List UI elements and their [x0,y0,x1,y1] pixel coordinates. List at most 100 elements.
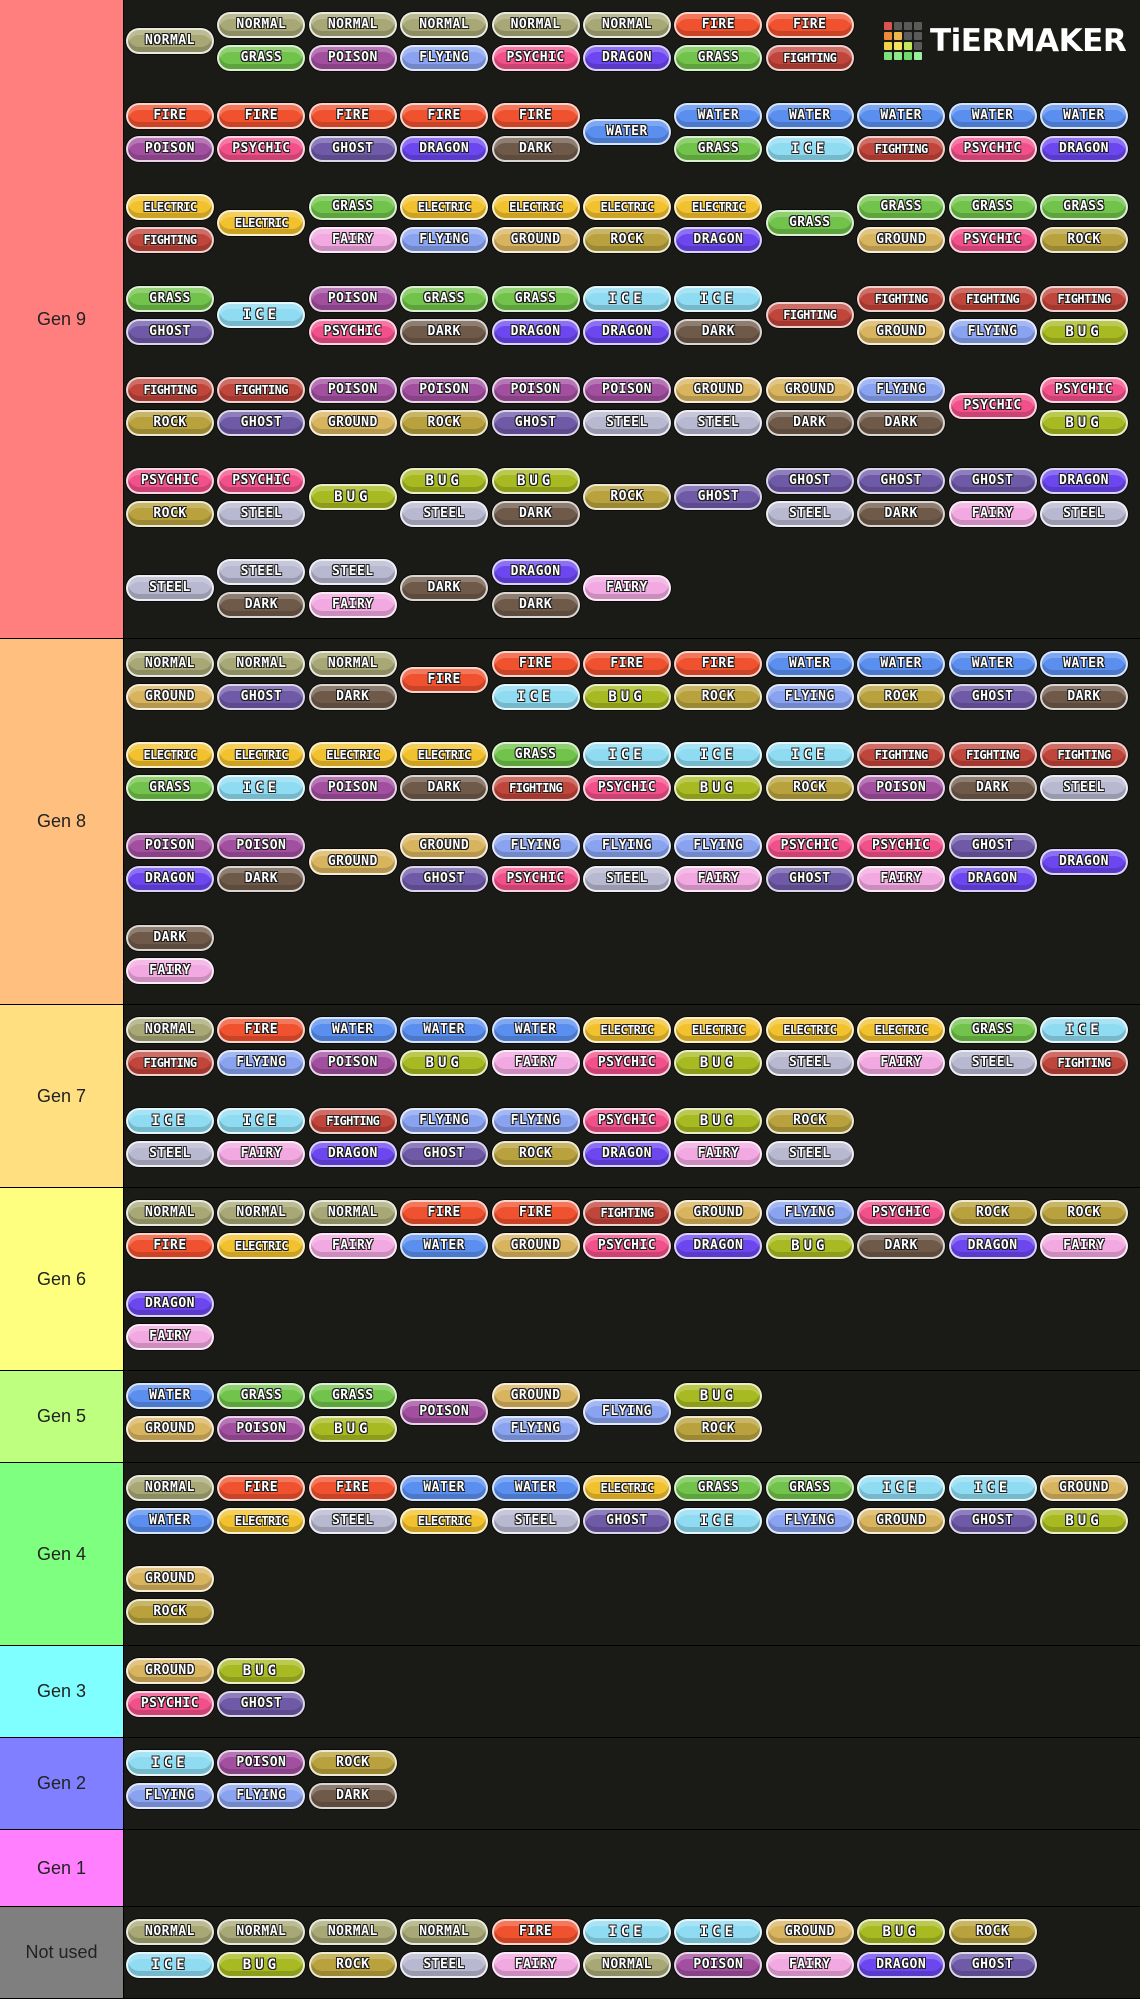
type-combo-card[interactable]: FAIRY [583,547,673,638]
tier-label[interactable]: Gen 6 [0,1188,124,1370]
type-combo-card[interactable]: PSYCHIC ROCK [126,456,216,547]
type-combo-card[interactable]: GRASS ROCK [1040,182,1130,273]
type-combo-card[interactable]: WATER GRASS [674,91,764,182]
type-combo-card[interactable]: NORMAL ROCK [308,1907,399,1998]
type-combo-card[interactable]: FLYING STEEL [583,821,673,912]
type-combo-card[interactable]: GRASS BUG [308,1371,399,1462]
type-combo-card[interactable]: POISON STEEL [583,365,673,456]
type-combo-card[interactable]: GROUND STEEL [674,365,764,456]
type-combo-card[interactable]: WATER GROUND [126,1371,216,1462]
type-combo-card[interactable]: ELECTRIC PSYCHIC [583,1005,673,1096]
type-combo-card[interactable]: WATER ROCK [857,639,947,730]
type-combo-card[interactable]: WATER FIGHTING [857,91,947,182]
type-combo-card[interactable]: FIRE ROCK [674,639,764,730]
type-combo-card[interactable]: DRAGON [1040,821,1130,912]
type-combo-card[interactable]: FIGHTING ROCK [126,365,216,456]
type-combo-card[interactable]: NORMAL ELECTRIC [217,1188,307,1279]
type-combo-card[interactable]: BUG DARK [491,456,582,547]
type-combo-card[interactable]: POISON DRAGON [126,821,216,912]
type-combo-card[interactable]: FIGHTING POISON [857,730,947,821]
type-combo-card[interactable]: BUG [308,456,399,547]
type-combo-card[interactable]: ELECTRIC [217,182,307,273]
type-combo-card[interactable]: GROUND GHOST [400,821,490,912]
tier-label[interactable]: Gen 3 [0,1646,124,1737]
type-combo-card[interactable]: POISON DARK [217,821,307,912]
type-combo-card[interactable]: FIRE STEEL [308,1463,399,1554]
type-combo-card[interactable]: PSYCHIC GHOST [765,821,856,912]
type-combo-card[interactable]: BUG GHOST [217,1646,307,1737]
type-combo-card[interactable]: WATER BUG [400,1005,490,1096]
type-combo-card[interactable]: NORMAL POISON [308,0,399,91]
type-combo-card[interactable]: FIRE FAIRY [491,1907,582,1998]
type-combo-card[interactable]: GROUND BUG [1040,1463,1130,1554]
type-combo-card[interactable]: GRASS [765,182,856,273]
type-combo-card[interactable]: BUG STEEL [400,456,490,547]
type-combo-card[interactable]: NORMAL DRAGON [583,0,673,91]
type-combo-card[interactable]: ELECTRIC DRAGON [674,182,764,273]
tier-label[interactable]: Gen 2 [0,1738,124,1829]
type-combo-card[interactable]: FIGHTING BUG [1040,274,1130,365]
type-combo-card[interactable]: BUG DRAGON [857,1907,947,1998]
tier-label[interactable]: Gen 4 [0,1463,124,1645]
type-combo-card[interactable]: ELECTRIC FIGHTING [126,182,216,273]
type-combo-card[interactable]: FIGHTING GROUND [857,274,947,365]
type-combo-card[interactable]: ELECTRIC GHOST [583,1463,673,1554]
type-combo-card[interactable]: ICE DARK [674,274,764,365]
type-combo-card[interactable]: ELECTRIC FAIRY [857,1005,947,1096]
type-combo-card[interactable]: NORMAL STEEL [400,1907,490,1998]
type-combo-card[interactable]: WATER ICE [765,91,856,182]
type-combo-card[interactable]: ELECTRIC STEEL [765,1005,856,1096]
type-combo-card[interactable]: FIRE GROUND [491,1188,582,1279]
type-combo-card[interactable]: STEEL FAIRY [308,547,399,638]
type-combo-card[interactable]: ROCK GHOST [948,1907,1039,1998]
type-combo-card[interactable]: GHOST DARK [857,456,947,547]
type-combo-card[interactable]: BUG FAIRY [674,1096,764,1187]
type-combo-card[interactable]: FIRE DRAGON [400,91,490,182]
type-combo-card[interactable]: FLYING GHOST [400,1096,490,1187]
type-combo-card[interactable]: GROUND FLYING [491,1371,582,1462]
type-combo-card[interactable]: GROUND [308,821,399,912]
type-combo-card[interactable]: ELECTRIC ROCK [583,182,673,273]
type-combo-card[interactable]: NORMAL FIGHTING [126,1005,216,1096]
type-combo-card[interactable]: GRASS POISON [217,1371,307,1462]
type-combo-card[interactable]: FIGHTING DARK [948,730,1039,821]
type-combo-card[interactable]: GRASS FLYING [765,1463,856,1554]
type-combo-card[interactable]: ICE [217,274,307,365]
type-combo-card[interactable]: BUG ROCK [674,1371,764,1462]
type-combo-card[interactable]: POISON [400,1371,490,1462]
type-combo-card[interactable]: FIGHTING DRAGON [308,1096,399,1187]
type-combo-card[interactable]: FIRE WATER [400,1188,490,1279]
type-combo-card[interactable]: ICE NORMAL [583,1907,673,1998]
tier-label[interactable]: Gen 7 [0,1005,124,1187]
tiermaker-logo[interactable]: TiERMAKER [884,18,1127,64]
type-combo-card[interactable]: DRAGON DARK [491,547,582,638]
type-combo-card[interactable]: ROCK [583,456,673,547]
type-combo-card[interactable]: GRASS ICE [674,1463,764,1554]
type-combo-card[interactable]: FLYING PSYCHIC [491,821,582,912]
type-combo-card[interactable]: ICE GHOST [948,1463,1039,1554]
type-combo-card[interactable]: ROCK DRAGON [948,1188,1039,1279]
type-combo-card[interactable]: WATER PSYCHIC [948,91,1039,182]
type-combo-card[interactable]: FIGHTING [765,274,856,365]
type-combo-card[interactable]: NORMAL DARK [308,639,399,730]
type-combo-card[interactable]: ELECTRIC DARK [400,730,490,821]
type-combo-card[interactable]: GROUND ROCK [126,1554,216,1645]
type-combo-card[interactable]: ICE PSYCHIC [583,730,673,821]
type-combo-card[interactable]: FLYING DARK [857,365,947,456]
tier-label[interactable]: Gen 9 [0,0,124,638]
type-combo-card[interactable]: POISON ROCK [400,365,490,456]
type-combo-card[interactable]: ICE BUG [674,730,764,821]
type-combo-card[interactable]: FIGHTING PSYCHIC [583,1188,673,1279]
type-combo-card[interactable]: POISON GHOST [491,365,582,456]
type-combo-card[interactable]: ICE FAIRY [217,1096,307,1187]
type-combo-card[interactable]: GRASS FAIRY [308,182,399,273]
type-combo-card[interactable]: DARK [400,547,490,638]
tier-label[interactable]: Gen 1 [0,1830,124,1906]
type-combo-card[interactable]: FIRE GHOST [308,91,399,182]
type-combo-card[interactable]: FLYING ROCK [491,1096,582,1187]
type-combo-card[interactable]: GHOST STEEL [765,456,856,547]
type-combo-card[interactable]: FIGHTING GHOST [217,365,307,456]
type-combo-card[interactable]: WATER STEEL [491,1463,582,1554]
type-combo-card[interactable]: ELECTRIC BUG [674,1005,764,1096]
type-combo-card[interactable]: ICE FIGHTING [1040,1005,1130,1096]
